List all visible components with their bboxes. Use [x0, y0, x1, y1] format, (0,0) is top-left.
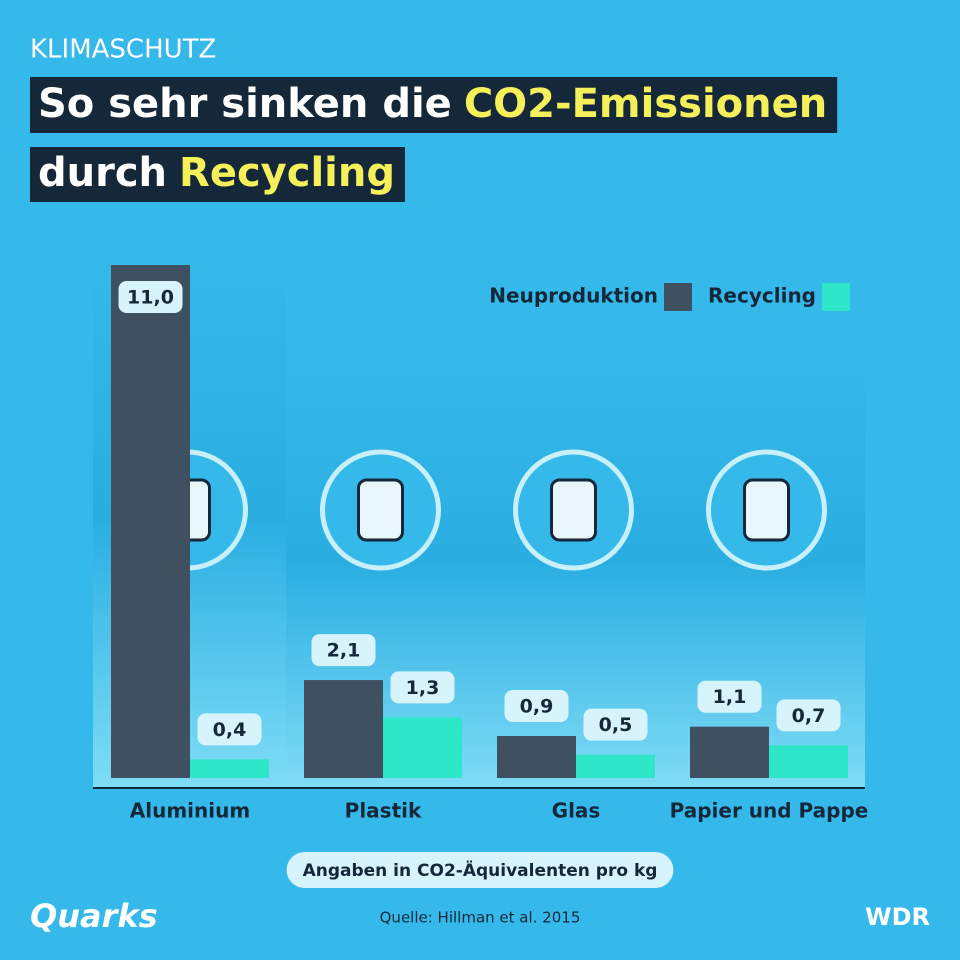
value-label: 11,0: [127, 287, 174, 309]
title-part: durch: [38, 150, 167, 196]
x-tick-label: Glas: [552, 799, 601, 823]
bar: [190, 759, 269, 778]
value-label-background: [311, 634, 376, 667]
chart-title: durch Recycling: [38, 150, 395, 196]
bar: [690, 726, 769, 778]
value-label-background: [776, 699, 841, 732]
x-tick-label: Papier und Pappe: [670, 799, 869, 823]
icon: [550, 478, 597, 542]
x-tick-label: Plastik: [345, 799, 422, 823]
title-background: [30, 77, 838, 133]
logo-wdr: WDR: [865, 903, 930, 931]
value-label: 0,5: [599, 714, 633, 736]
chart-title: So sehr sinken die CO2-Emissionen: [38, 81, 827, 127]
bar: [769, 745, 848, 778]
logo-quarks: Quarks: [30, 897, 158, 935]
bar: [111, 265, 190, 778]
value-label: 0,4: [213, 719, 247, 741]
value-label-background: [697, 680, 762, 713]
value-label: 0,7: [792, 705, 826, 727]
value-label-background: [504, 690, 569, 723]
title-background: [30, 147, 405, 202]
value-label-background: [197, 713, 262, 746]
legend-label: Neuproduktion: [489, 284, 658, 308]
source: Quelle: Hillman et al. 2015: [380, 909, 581, 927]
title-part: So sehr sinken die: [38, 81, 452, 127]
icon: [743, 478, 790, 542]
legend-label: Recycling: [708, 284, 816, 308]
note-background: [286, 852, 674, 888]
value-label-background: [118, 281, 183, 313]
value-label-background: [583, 708, 648, 741]
value-label: 0,9: [520, 696, 554, 718]
x-tick-label: Aluminium: [130, 799, 250, 823]
kicker: KLIMASCHUTZ: [30, 35, 216, 65]
bar: [304, 680, 383, 778]
value-label: 1,1: [713, 686, 747, 708]
legend-swatch: [822, 283, 850, 311]
value-label: 2,1: [327, 640, 361, 662]
bar: [576, 754, 655, 778]
title-highlight: CO2-Emissionen: [464, 81, 827, 127]
note: Angaben in CO2-Äquivalenten pro kg: [303, 859, 658, 881]
value-label: 1,3: [406, 677, 440, 699]
bar: [497, 736, 576, 778]
title-highlight: Recycling: [179, 150, 395, 196]
value-label-background: [390, 671, 455, 704]
icon: [357, 478, 404, 542]
legend-swatch: [664, 283, 693, 311]
bar: [383, 717, 462, 778]
